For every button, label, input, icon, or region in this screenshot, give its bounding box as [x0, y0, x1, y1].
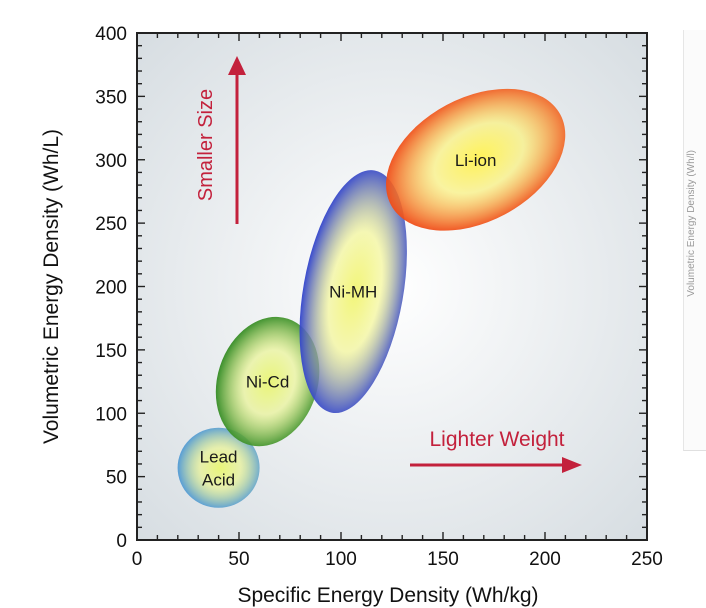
annotation-smaller-size: Smaller Size — [195, 89, 217, 201]
y-tick-label: 350 — [95, 87, 127, 108]
y-tick-label: 0 — [116, 531, 127, 552]
region-ni-mh-shape — [299, 170, 407, 414]
region-lead-acid — [177, 427, 260, 508]
y-tick-label: 300 — [95, 151, 127, 172]
region-ni-cd-label: Ni-Cd — [246, 373, 289, 392]
region-lead-acid-label: Acid — [202, 470, 235, 489]
annotation-lighter-weight: Lighter Weight — [429, 428, 564, 451]
region-li-ion-label: Li-ion — [455, 151, 497, 170]
x-tick-label: 250 — [631, 549, 663, 570]
x-tick-label: 50 — [228, 549, 249, 570]
y-tick-label: 250 — [95, 214, 127, 235]
region-li-ion-shape — [386, 88, 566, 231]
side-panel: Volumetric Energy Density (Wh/l) — [683, 30, 706, 451]
x-tick-label: 200 — [529, 549, 561, 570]
y-axis-label: Volumetric Energy Density (Wh/L) — [40, 129, 63, 444]
region-lead-acid-label: Lead — [200, 447, 238, 466]
region-ni-cd-shape — [215, 316, 320, 447]
x-tick-label: 100 — [325, 549, 357, 570]
x-axis-label: Specific Energy Density (Wh/kg) — [237, 584, 538, 607]
region-ni-mh-label: Ni-MH — [329, 283, 377, 302]
y-tick-label: 200 — [95, 278, 127, 299]
arrow-right-head — [562, 457, 582, 473]
region-li-ion — [386, 88, 566, 231]
y-tick-label: 50 — [106, 468, 127, 489]
axes-layer: 0 50 100 150 200 250 0 50 100 150 200 250 300 350 400 — [95, 24, 663, 570]
x-tick-label: 150 — [427, 549, 459, 570]
annotations-layer: Smaller Size Lighter Weight — [195, 56, 582, 473]
y-tick-label: 400 — [95, 24, 127, 45]
y-tick-label: 150 — [95, 341, 127, 362]
region-ni-mh — [299, 170, 407, 414]
arrow-up-head — [228, 56, 246, 75]
x-tick-label: 0 — [132, 549, 143, 570]
region-ni-cd — [215, 316, 320, 447]
region-lead-acid-shape — [177, 427, 260, 508]
y-tick-label: 100 — [95, 404, 127, 425]
side-panel-text: Volumetric Energy Density (Wh/l) — [686, 150, 697, 297]
regions-layer: Lead Acid Ni-Cd Ni-MH Li-ion — [177, 88, 566, 508]
